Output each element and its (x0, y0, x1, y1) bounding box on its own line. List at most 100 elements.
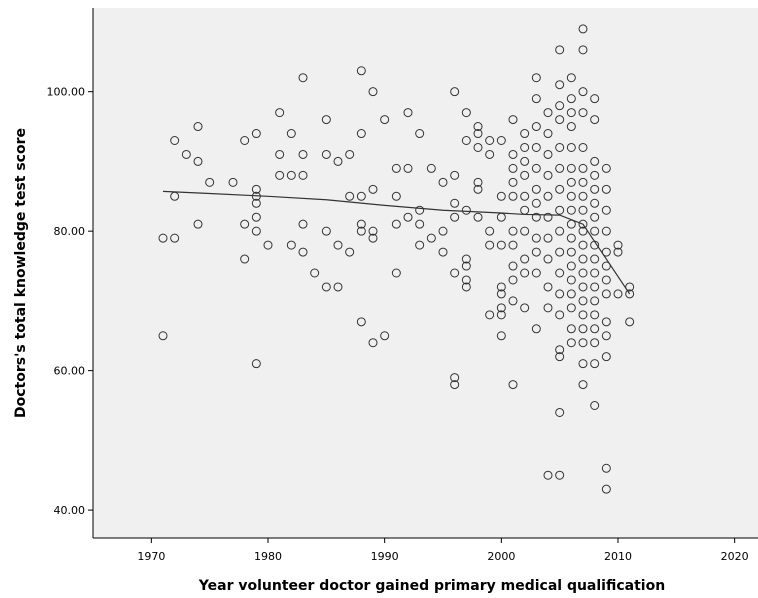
plot-area (93, 8, 758, 538)
data-point (520, 129, 530, 139)
data-point (170, 136, 180, 145)
data-point (461, 261, 471, 271)
data-point (543, 170, 553, 180)
data-point (508, 240, 518, 250)
data-point (590, 282, 600, 292)
data-point (450, 170, 460, 180)
data-point (450, 373, 460, 383)
data-point (368, 226, 378, 236)
data-point (240, 254, 250, 264)
data-point (193, 219, 203, 229)
data-point (590, 198, 600, 208)
data-point (566, 191, 576, 201)
data-point (555, 247, 565, 257)
data-point (228, 177, 238, 187)
data-point (286, 129, 296, 139)
data-point (543, 254, 553, 264)
data-point (461, 254, 471, 264)
data-point (566, 233, 576, 243)
data-point (461, 275, 471, 285)
data-point (555, 226, 565, 236)
data-point (578, 282, 588, 292)
data-point (415, 129, 425, 139)
data-point (485, 310, 495, 320)
data-point (356, 66, 366, 76)
x-tick-label: 2020 (721, 550, 749, 563)
data-point (508, 380, 518, 390)
data-point (496, 310, 506, 320)
data-point (380, 331, 390, 341)
x-axis-ticks: 1970 1980 1990 2000 2010 2020 (137, 538, 749, 563)
data-point (473, 142, 483, 152)
data-point (158, 233, 168, 243)
data-point (473, 129, 483, 139)
data-point (531, 212, 541, 222)
x-tick-label: 1970 (137, 550, 165, 563)
x-tick-label: 1990 (371, 550, 399, 563)
data-point (345, 149, 355, 159)
data-point (473, 122, 483, 132)
data-point (613, 247, 623, 257)
data-point (496, 282, 506, 292)
data-point (520, 254, 530, 264)
data-point (193, 122, 203, 132)
data-point (601, 352, 611, 362)
data-point (380, 115, 390, 125)
data-point (508, 296, 518, 306)
data-point (496, 289, 506, 299)
data-point (555, 470, 565, 480)
data-point (275, 149, 285, 159)
data-point (543, 108, 553, 118)
data-point (496, 191, 506, 201)
data-point (438, 247, 448, 257)
data-point (543, 282, 553, 292)
data-point (531, 73, 541, 83)
data-point (601, 484, 611, 494)
data-point (601, 163, 611, 173)
data-point (531, 233, 541, 243)
data-point (555, 45, 565, 55)
x-tick-label: 2010 (604, 550, 632, 563)
data-point (590, 226, 600, 236)
data-point (508, 261, 518, 271)
data-point (251, 359, 261, 369)
data-point (508, 149, 518, 159)
data-point (450, 380, 460, 390)
data-point (543, 212, 553, 222)
data-point (333, 156, 343, 166)
data-point (531, 247, 541, 257)
data-point (590, 115, 600, 125)
data-point (566, 177, 576, 187)
fit-line (162, 190, 631, 295)
data-point (508, 115, 518, 125)
data-point (251, 198, 261, 208)
data-point (520, 191, 530, 201)
data-point (368, 87, 378, 97)
data-point (555, 115, 565, 125)
data-point (368, 338, 378, 348)
data-point (345, 247, 355, 257)
y-tick-label: 40.00 (54, 504, 86, 517)
data-point (485, 240, 495, 250)
data-point (508, 226, 518, 236)
data-point (263, 240, 273, 250)
data-point (356, 317, 366, 327)
data-point (566, 142, 576, 152)
data-point (461, 205, 471, 215)
data-point (555, 289, 565, 299)
data-point (543, 149, 553, 159)
data-point (438, 226, 448, 236)
data-point (391, 268, 401, 278)
data-point (566, 338, 576, 348)
data-point (566, 94, 576, 104)
data-point (543, 303, 553, 313)
data-point (275, 108, 285, 118)
data-point (555, 101, 565, 111)
data-point (578, 296, 588, 306)
data-point (426, 233, 436, 243)
data-point (578, 108, 588, 118)
data-point (403, 163, 413, 173)
data-point (321, 149, 331, 159)
data-point (531, 163, 541, 173)
data-point (601, 275, 611, 285)
